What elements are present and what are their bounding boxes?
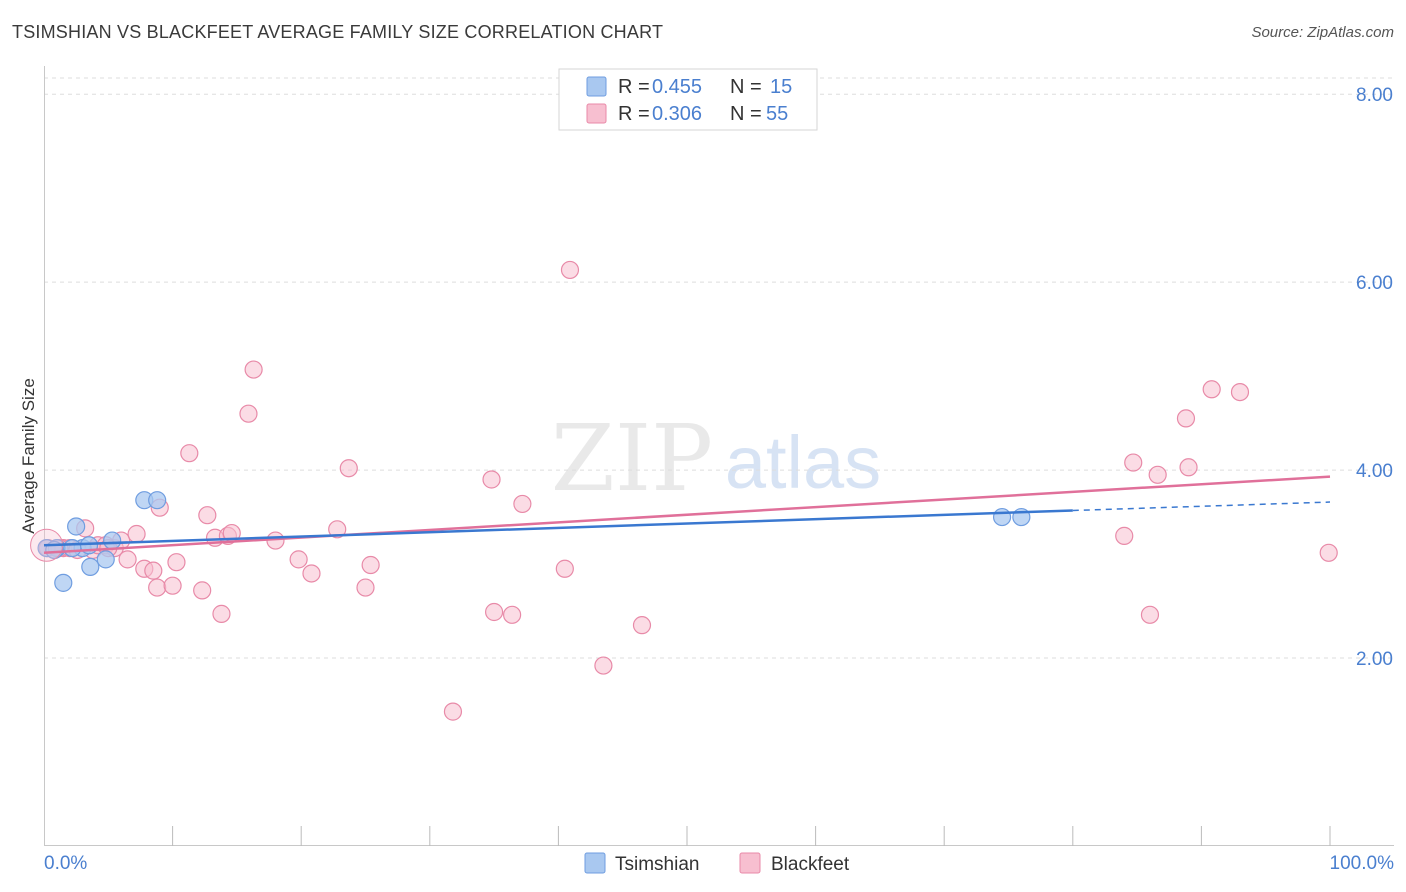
blackfeet-point [167,553,186,572]
blackfeet-point [443,702,463,721]
legend-swatch-blackfeet [586,103,607,124]
watermark: ZIP atlas [551,405,881,512]
blackfeet-point [513,494,532,514]
blackfeet-point [1319,543,1338,562]
blackfeet-point [163,576,182,595]
blackfeet-point [339,459,358,478]
blackfeet-point [198,506,217,525]
y-tick-label-8: 8.00 [1356,85,1393,106]
legend-n-value-blackfeet: 55 [766,103,788,125]
blackfeet-point [127,524,146,544]
tsimshian-point [103,531,122,550]
blackfeet-point [1202,380,1221,399]
series-legend-swatch-blackfeet [739,852,761,874]
blackfeet-point [118,550,137,569]
x-axis-ticks [172,826,1331,846]
legend-r-label-blackfeet: R = [618,103,650,125]
tsimshian-point [67,517,86,536]
y-tick-label-4: 4.00 [1356,461,1393,482]
blackfeet-point [180,444,199,463]
blackfeet-point [503,605,522,624]
x-tick-label-start: 0.0% [44,853,87,874]
series-legend-swatch-tsimshian [584,852,606,874]
blackfeet-point [193,581,212,600]
legend-r-value-blackfeet: 0.306 [652,103,702,125]
blackfeet-point [289,550,308,569]
blackfeet-point [1179,458,1198,477]
y-tick-label-6: 6.00 [1356,273,1393,294]
tsimshian-point [54,573,73,592]
trend-lines [43,475,1331,555]
tsimshian-point [992,507,1012,527]
blackfeet-point [1140,605,1160,624]
source-note: Source: ZipAtlas.com [1251,24,1394,41]
legend-n-label-tsimshian: N = [730,76,762,98]
y-tick-label-2: 2.00 [1356,649,1393,670]
blackfeet-point [1230,382,1250,402]
legend-r-value-tsimshian: 0.455 [652,76,702,98]
blackfeet-point [148,578,167,597]
tsimshian-point [81,557,100,576]
blackfeet-point [328,520,347,539]
blackfeet-point [144,561,163,580]
series-legend: Tsimshian Blackfeet [584,852,850,875]
legend-r-label-tsimshian: R = [618,76,650,98]
blackfeet-point [302,564,321,583]
blackfeet-point [1124,453,1143,472]
series-legend-label-tsimshian: Tsimshian [615,854,699,875]
blackfeet-point [356,578,375,597]
tsimshian-point [148,491,167,510]
blackfeet-point [632,616,652,635]
y-axis-title: Average Family Size [19,378,38,534]
legend-n-label-blackfeet: N = [730,103,762,125]
tsimshian-point [63,538,82,558]
blackfeet-point [1176,409,1196,428]
tsimshian-trend-extension [1072,501,1331,512]
tsimshian-point [96,550,115,569]
x-tick-label-end: 100.0% [1330,853,1395,874]
y-axis-ticks: 2.00 4.00 6.00 8.00 [1356,85,1393,670]
blackfeet-point [560,260,580,280]
blackfeet-point [244,360,263,379]
blackfeet-point [212,604,231,623]
correlation-legend: R = 0.455 N = 15 R = 0.306 N = 55 [558,68,818,131]
blackfeet-point [485,602,504,622]
chart-title: TSIMSHIAN VS BLACKFEET AVERAGE FAMILY SI… [12,22,664,42]
legend-n-value-tsimshian: 15 [770,76,792,98]
tsimshian-trend-line [43,509,1073,547]
blackfeet-point [239,404,258,423]
blackfeet-trend-line [43,475,1331,555]
series-legend-label-blackfeet: Blackfeet [771,854,850,875]
blackfeet-point [1115,526,1134,545]
watermark-atlas: atlas [725,421,881,504]
blackfeet-point [555,559,574,578]
blackfeet-point [361,555,380,575]
watermark-zip: ZIP [551,405,713,512]
blackfeet-point [594,656,613,675]
legend-swatch-tsimshian [586,76,607,97]
blackfeet-point [1148,465,1167,484]
blackfeet-point [482,470,501,489]
